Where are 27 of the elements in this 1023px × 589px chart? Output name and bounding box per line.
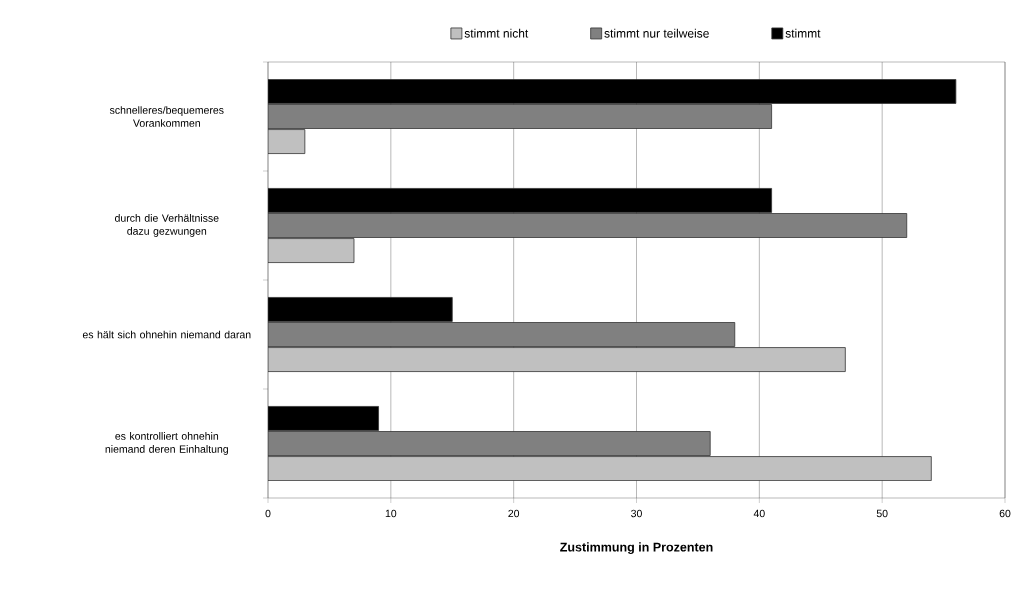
x-tick-label: 20 <box>508 509 520 518</box>
bar <box>268 406 379 431</box>
legend-label: stimmt nicht <box>464 28 529 38</box>
bar <box>268 213 908 238</box>
x-tick-label: 30 <box>631 509 642 518</box>
bar <box>268 322 736 347</box>
x-tick-label: 10 <box>385 509 397 518</box>
x-axis-title: Zustimmung in Prozenten <box>560 542 713 555</box>
bar <box>268 79 957 104</box>
y-tick-label: durch die Verhältnisse dazu gezwungen <box>115 214 219 237</box>
bar <box>268 104 773 129</box>
bar <box>268 431 711 456</box>
bar <box>268 297 453 322</box>
bar <box>268 456 932 481</box>
y-tick-label: es kontrolliert ohnehin niemand deren Einhaltung <box>105 432 228 455</box>
bar <box>268 188 773 213</box>
bar <box>268 347 846 372</box>
legend-label: stimmt <box>785 28 821 38</box>
bar <box>268 129 306 154</box>
x-tick-label: 40 <box>753 509 765 518</box>
legend-label: stimmt nur teilweise <box>604 28 709 38</box>
x-tick-label: 50 <box>876 509 888 518</box>
x-tick-label: 0 <box>265 509 271 518</box>
y-tick-label: schnelleres/bequemeres Vorankommen <box>109 106 224 127</box>
bar <box>268 238 355 263</box>
y-tick-label: es hält sich ohnehin niemand daran <box>82 330 251 339</box>
x-tick-label: 60 <box>999 509 1011 518</box>
